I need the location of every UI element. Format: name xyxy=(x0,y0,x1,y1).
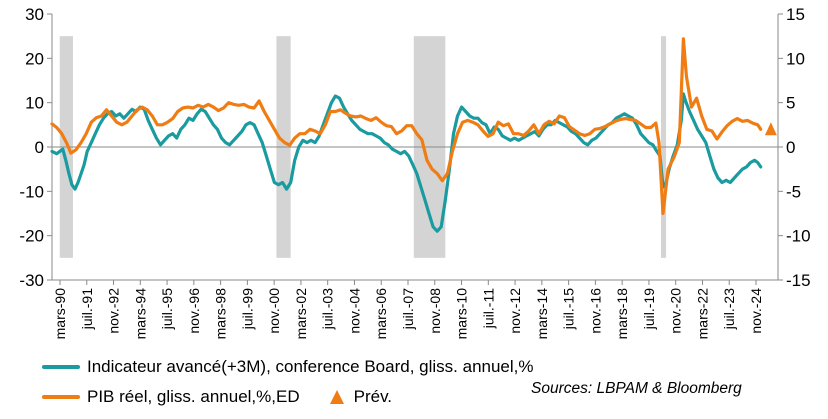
x-tick-label: juil.-03 xyxy=(320,288,336,330)
y-right-tick-label: 0 xyxy=(786,138,795,157)
y-left-tick-label: -20 xyxy=(19,227,44,246)
y-left-tick-label: -10 xyxy=(19,182,44,201)
forecast-marker xyxy=(764,122,777,136)
tick-labels: 30 20 10 0 -10 -20 -30 15 10 5 0 -5 -10 -15 mars-90 jui… xyxy=(19,5,810,339)
x-tick-label: mars-18 xyxy=(614,288,630,340)
x-tick-label: juil.-23 xyxy=(721,288,737,330)
x-tick-label: mars-06 xyxy=(373,288,389,340)
y-left-tick-label: -30 xyxy=(19,271,44,290)
x-tick-label: nov.-00 xyxy=(266,288,282,334)
y-right-tick-label: -15 xyxy=(786,271,811,290)
x-tick-label: mars-14 xyxy=(534,288,550,340)
y-right-tick-label: 5 xyxy=(786,94,795,113)
x-tick-label: nov.-20 xyxy=(668,288,684,334)
x-tick-label: juil.-19 xyxy=(641,288,657,330)
legend-item-gdp: PIB réel, gliss. annuel,%,ED Prév. xyxy=(42,387,392,407)
series-group xyxy=(50,37,777,233)
legend-label-forecast: Prév. xyxy=(353,387,393,406)
y-left-tick-label: 30 xyxy=(25,5,44,24)
y-right-tick-label: -10 xyxy=(786,227,811,246)
x-tick-label: mars-22 xyxy=(694,288,710,340)
x-tick-label: juil.-95 xyxy=(159,288,175,330)
series-line-gdp xyxy=(50,37,763,216)
x-tick-label: juil.-11 xyxy=(480,288,496,329)
y-left-tick-label: 10 xyxy=(25,94,44,113)
legend-label-leading-indicator: Indicateur avancé(+3M), conference Board… xyxy=(87,357,534,376)
x-tick-label: juil.-99 xyxy=(239,288,255,330)
legend-label-gdp: PIB réel, gliss. annuel,%,ED xyxy=(87,387,300,406)
x-tick-label: nov.-12 xyxy=(507,288,523,334)
x-tick-label: mars-10 xyxy=(454,288,470,340)
x-tick-label: nov.-96 xyxy=(186,288,202,334)
source-note: Sources: LBPAM & Bloomberg xyxy=(531,380,742,397)
x-tick-label: nov.-04 xyxy=(346,288,362,334)
x-tick-label: mars-98 xyxy=(213,288,229,340)
legend-swatch-teal xyxy=(42,365,80,369)
y-left-tick-label: 0 xyxy=(35,138,44,157)
forecast-triangle-icon xyxy=(329,390,344,404)
x-tick-label: juil.-15 xyxy=(561,288,577,330)
y-right-tick-label: -5 xyxy=(786,182,801,201)
x-tick-label: juil.-91 xyxy=(79,288,95,330)
y-left-tick-label: 20 xyxy=(25,49,44,68)
legend-swatch-orange xyxy=(42,395,80,399)
x-tick-label: nov.-16 xyxy=(587,288,603,334)
x-tick-label: juil.-07 xyxy=(400,288,416,330)
x-tick-label: nov.-08 xyxy=(427,288,443,334)
axes xyxy=(47,13,783,285)
x-tick-label: nov.-24 xyxy=(748,288,764,334)
x-tick-label: mars-90 xyxy=(52,288,68,340)
y-right-tick-label: 10 xyxy=(786,49,805,68)
x-tick-label: mars-94 xyxy=(132,288,148,340)
y-right-tick-label: 15 xyxy=(786,5,805,24)
legend-item-leading-indicator: Indicateur avancé(+3M), conference Board… xyxy=(42,357,534,377)
x-tick-label: nov.-92 xyxy=(106,288,122,334)
series-line-leading-indicator xyxy=(50,92,763,233)
x-tick-label: mars-02 xyxy=(293,288,309,340)
